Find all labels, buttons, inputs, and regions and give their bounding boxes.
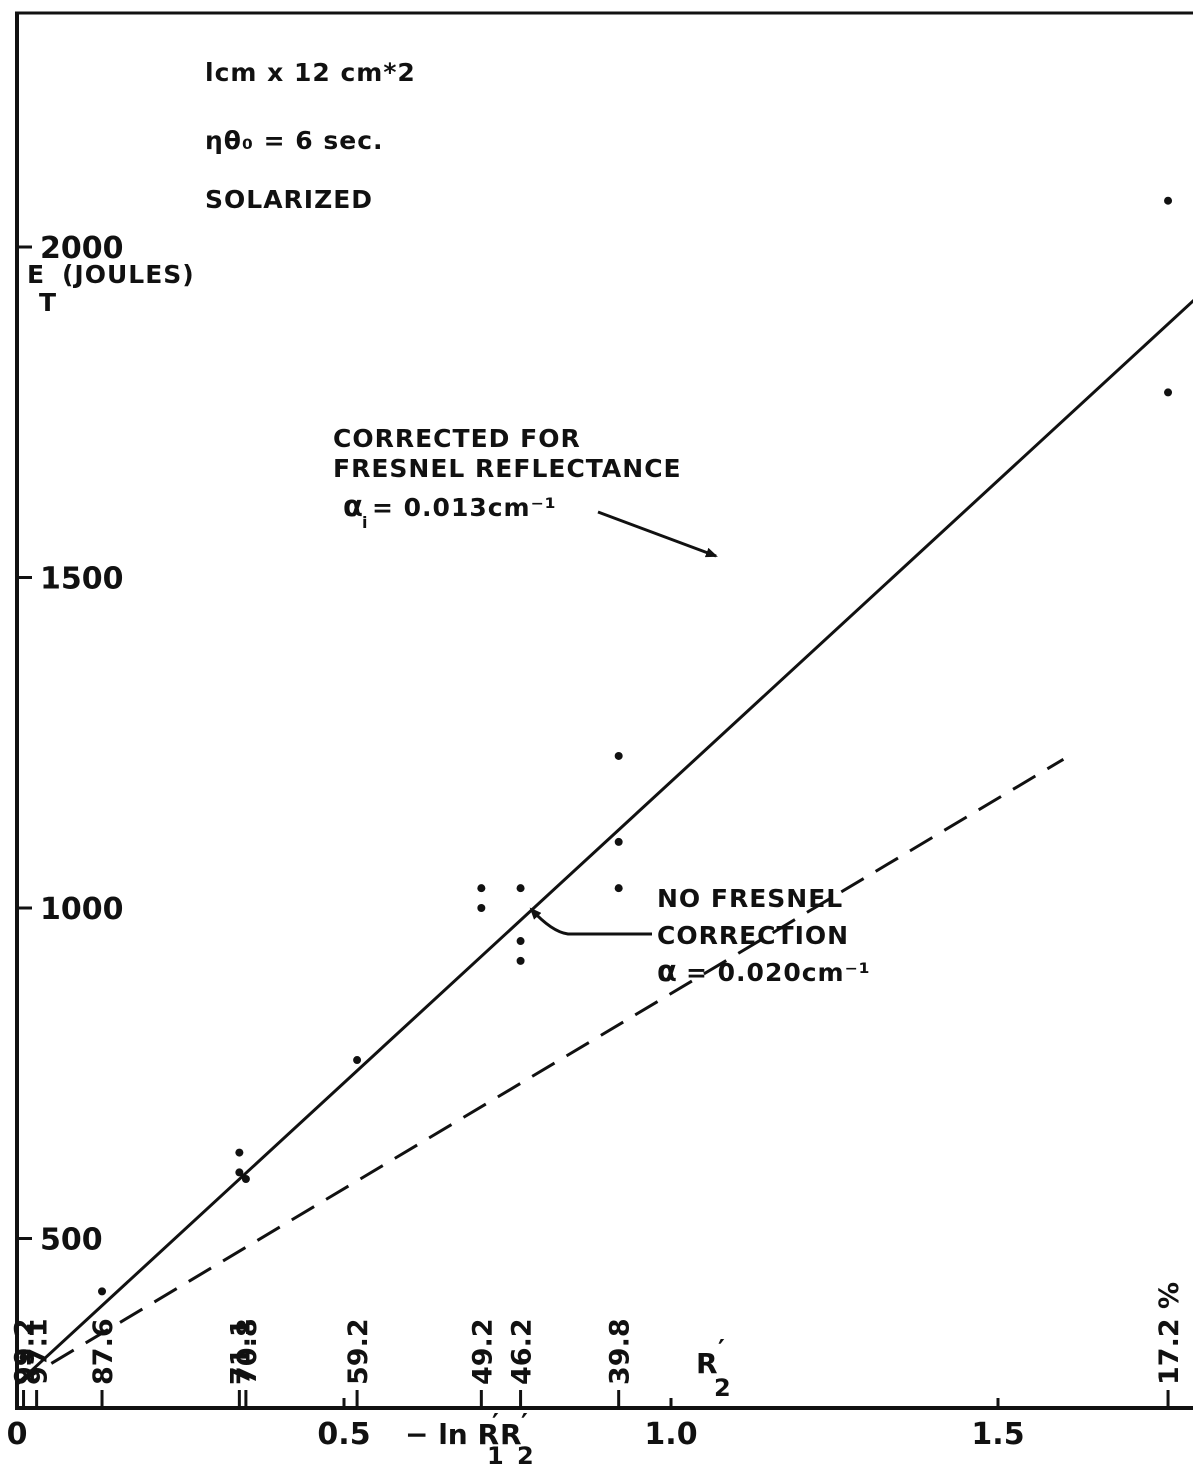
annotation-uncorrected-arrow bbox=[529, 907, 652, 936]
reflectance-tick-label: 70.8 bbox=[232, 1318, 263, 1385]
reflectance-axis-label-main: R bbox=[696, 1347, 718, 1380]
x-axis-label-main: − ln R bbox=[405, 1418, 499, 1451]
data-point bbox=[614, 751, 623, 760]
x-tick-label: 1.0 bbox=[644, 1417, 697, 1452]
data-point bbox=[477, 884, 486, 893]
annotation-uncorrected-line2: CORRECTION bbox=[657, 921, 849, 950]
series-lines bbox=[15, 298, 1193, 1386]
y-axis-label: E T (JOULES) bbox=[27, 260, 195, 317]
annotation-corrected-alpha: α bbox=[343, 489, 364, 523]
x-axis-label-sub1: 1 bbox=[487, 1442, 504, 1469]
x-axis-label: − ln R ′ 1 R ′ 2 bbox=[405, 1409, 534, 1469]
reflectance-tick-label: 59.2 bbox=[343, 1318, 374, 1385]
data-point bbox=[235, 1148, 244, 1157]
reflectance-tick-label: 17.2 % bbox=[1154, 1282, 1185, 1385]
reflectance-axis-label: R ′ 2 bbox=[696, 1335, 731, 1402]
reflectance-tick-label: 46.2 bbox=[507, 1318, 538, 1385]
y-axis-label-sub: T bbox=[39, 288, 57, 317]
series-line-no-correction bbox=[16, 757, 1065, 1386]
data-point bbox=[241, 1175, 250, 1184]
y-tick-label: 500 bbox=[40, 1223, 103, 1258]
data-point bbox=[353, 1056, 362, 1065]
x-tick-label: 1.5 bbox=[971, 1417, 1024, 1452]
data-point bbox=[516, 884, 525, 893]
annotation-corrected-alpha-sub: i bbox=[362, 513, 367, 532]
data-points bbox=[19, 196, 1173, 1362]
annotation-uncorrected-value: = 0.020cm⁻¹ bbox=[686, 958, 871, 987]
series-line-corrected bbox=[15, 298, 1193, 1386]
data-point bbox=[614, 837, 623, 846]
reflectance-axis-label-sub: 2 bbox=[714, 1374, 731, 1402]
data-point bbox=[477, 904, 486, 912]
data-point bbox=[1164, 196, 1173, 205]
x-tick-label: 0.5 bbox=[317, 1417, 370, 1452]
data-point bbox=[235, 1168, 244, 1177]
y-axis-label-main: E bbox=[27, 260, 45, 289]
reflectance-axis-label-prime: ′ bbox=[718, 1335, 725, 1365]
note-solarized: SOLARIZED bbox=[205, 185, 373, 214]
reflectance-tick-label: 87.6 bbox=[88, 1318, 119, 1385]
data-point bbox=[98, 1287, 107, 1296]
x-axis-label-mid: R bbox=[500, 1418, 522, 1451]
data-point bbox=[1164, 388, 1173, 397]
data-point bbox=[614, 884, 623, 893]
y-axis-label-unit: (JOULES) bbox=[62, 260, 195, 289]
annotation-corrected-value: = 0.013cm⁻¹ bbox=[372, 493, 557, 522]
annotation-corrected-arrow bbox=[597, 510, 718, 558]
annotation-corrected-line1: CORRECTED FOR bbox=[333, 424, 581, 453]
y-tick-label: 1000 bbox=[40, 892, 124, 927]
data-point bbox=[19, 1353, 28, 1362]
x-tick-label: 0 bbox=[7, 1417, 28, 1452]
annotation-uncorrected-line1: NO FRESNEL bbox=[657, 884, 843, 913]
reflectance-tick-label: 71.1 bbox=[225, 1318, 256, 1385]
note-sample: lcm x 12 cm*2 bbox=[205, 58, 416, 87]
x-axis-label-prime2: ′ bbox=[521, 1409, 528, 1439]
data-point bbox=[516, 956, 525, 965]
reflectance-tick-label: 39.8 bbox=[605, 1318, 636, 1385]
annotation-uncorrected-alpha: α bbox=[657, 954, 678, 988]
data-point bbox=[516, 937, 525, 946]
x-axis-label-prime1: ′ bbox=[492, 1409, 499, 1439]
note-time: ηθ₀ = 6 sec. bbox=[205, 126, 384, 155]
annotation-uncorrected: NO FRESNEL CORRECTION α = 0.020cm⁻¹ bbox=[529, 884, 871, 988]
y-tick-label: 1500 bbox=[40, 562, 124, 597]
annotation-corrected-line2: FRESNEL REFLECTANCE bbox=[333, 454, 682, 483]
y-tick-label: 2000 bbox=[40, 231, 124, 266]
reflectance-tick-label: 49.2 bbox=[467, 1318, 498, 1385]
annotation-corrected: CORRECTED FOR FRESNEL REFLECTANCE α i = … bbox=[333, 424, 718, 558]
x-axis-label-sub2: 2 bbox=[517, 1442, 534, 1469]
